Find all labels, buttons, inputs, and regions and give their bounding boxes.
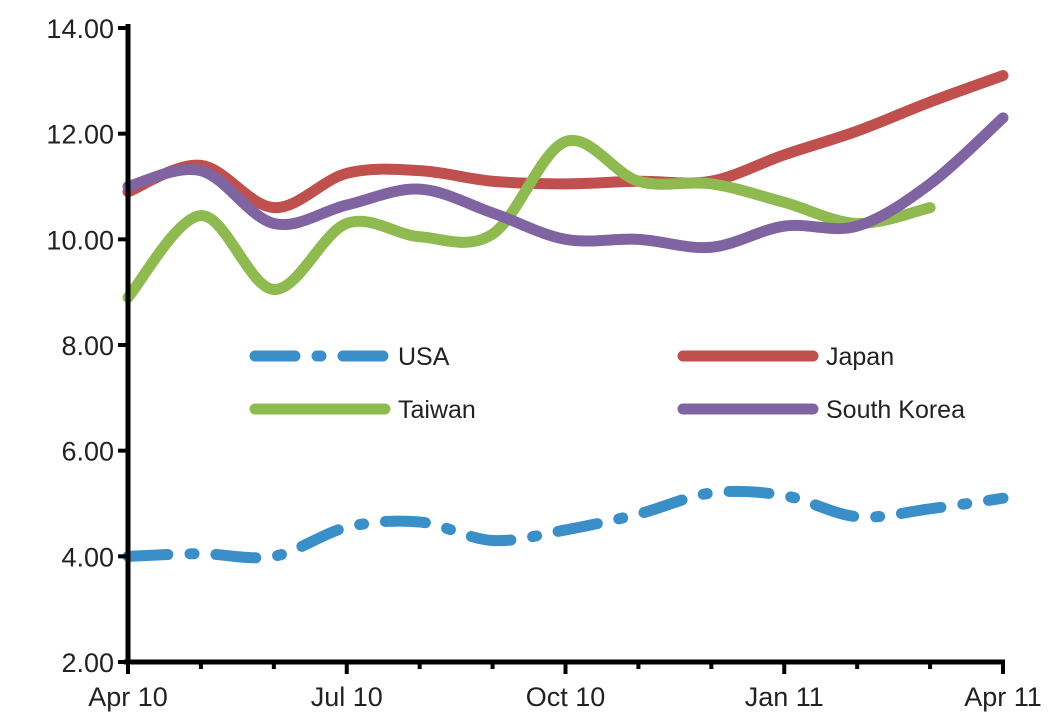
x-tick-label: Apr 10 [88,682,168,712]
legend-item: Taiwan [249,396,476,424]
y-tick-label: 14.00 [46,14,114,44]
legend-item: Japan [677,343,894,371]
legend: USA Japan Taiwan South Korea [249,343,965,424]
y-tick-label: 4.00 [61,542,114,572]
legend-label: Taiwan [398,396,476,424]
x-tick-label: Apr 11 [964,682,1042,712]
y-tick-label: 2.00 [61,648,114,678]
legend-label: Japan [826,343,894,371]
x-tick-label: Oct 10 [526,682,606,712]
y-tick-label: 12.00 [46,120,114,150]
legend-item: USA [249,343,450,371]
series-layer [122,70,1009,564]
y-tick-label: 8.00 [61,331,114,361]
ticks: 2.00 4.00 6.00 8.00 10.00 12.00 14.00 Apr 10 Jul… [46,14,1041,712]
series-line-usa [122,485,1009,564]
y-tick-label: 10.00 [46,225,114,255]
legend-label: South Korea [826,396,965,424]
legend-label: USA [398,343,450,371]
y-tick-label: 6.00 [61,437,114,467]
series-line-taiwan [122,134,936,303]
series-line-japan [122,70,1009,214]
x-tick-label: Jan 11 [745,682,824,712]
series-line-south-korea [122,112,1009,254]
x-tick-label: Jul 10 [311,682,383,712]
legend-item: South Korea [677,396,965,424]
